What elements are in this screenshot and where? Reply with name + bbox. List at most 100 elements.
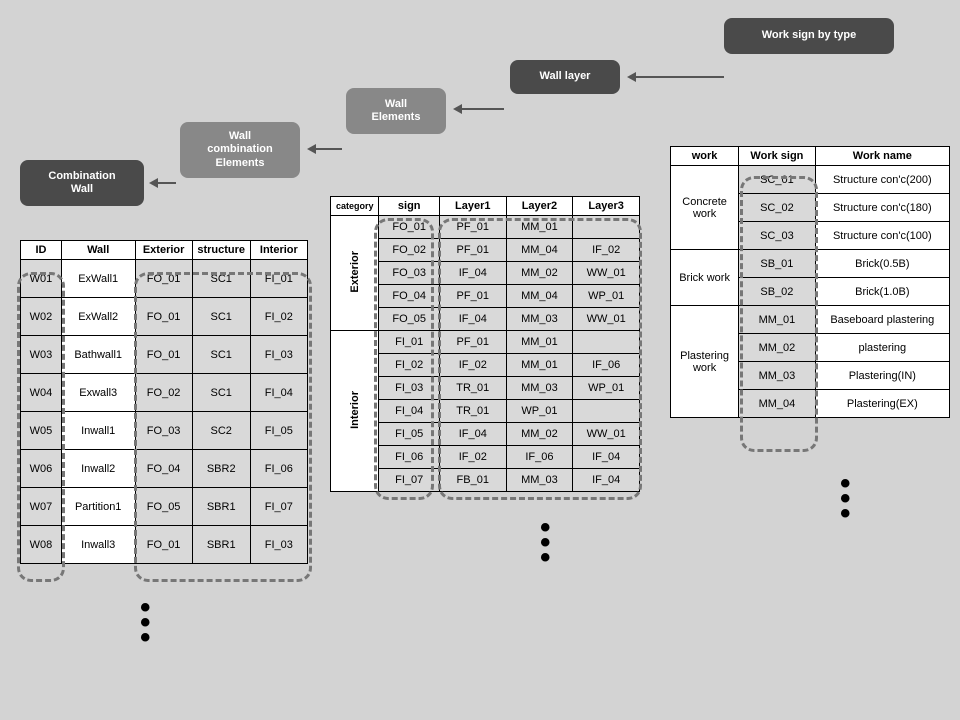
table-cell: FI_03 [250, 336, 307, 374]
table-cell: IF_02 [439, 354, 506, 377]
table-cell: SC_03 [739, 222, 815, 250]
table-cell: FO_01 [135, 526, 192, 564]
table-cell: FI_06 [250, 450, 307, 488]
table-cell: SC1 [192, 260, 250, 298]
table-cell: FO_01 [135, 260, 192, 298]
t2-h2: Layer1 [439, 197, 506, 216]
arrow-3 [310, 148, 342, 150]
arrow-2 [456, 108, 504, 110]
lbl-combowall: Combination Wall [20, 160, 144, 206]
table-cell: FO_01 [135, 298, 192, 336]
table-cell: FI_06 [379, 446, 439, 469]
table-cell: MM_02 [739, 334, 815, 362]
table-cell: SC_02 [739, 194, 815, 222]
table-cell: IF_02 [573, 239, 640, 262]
table-cell: FI_01 [379, 331, 439, 354]
work-group-cell: Brick work [671, 250, 739, 306]
table-cell: FO_02 [379, 239, 439, 262]
t1-h4: Interior [250, 241, 307, 260]
table-cell: FI_02 [250, 298, 307, 336]
table-cell: WP_01 [573, 377, 640, 400]
table-cell: WW_01 [573, 308, 640, 331]
table-cell: FO_05 [379, 308, 439, 331]
table-cell: IF_06 [573, 354, 640, 377]
table-cell: IF_02 [439, 446, 506, 469]
work-group-cell: Plastering work [671, 306, 739, 418]
table-cell: PF_01 [439, 239, 506, 262]
table-cell: Inwall1 [61, 412, 135, 450]
table-cell: W06 [21, 450, 62, 488]
table-wall-elements: category sign Layer1 Layer2 Layer3 Exter… [330, 196, 640, 492]
t2-h0: category [331, 197, 379, 216]
table-cell: MM_01 [739, 306, 815, 334]
table-cell [573, 400, 640, 423]
table-cell: W07 [21, 488, 62, 526]
table-cell: MM_03 [506, 308, 573, 331]
table-cell: Baseboard plastering [815, 306, 949, 334]
dots-t1: ••• [140, 600, 151, 645]
table-cell: SB_02 [739, 278, 815, 306]
table-cell: SC1 [192, 336, 250, 374]
table-cell: IF_06 [506, 446, 573, 469]
table-cell: FI_05 [250, 412, 307, 450]
table-cell: Exwall3 [61, 374, 135, 412]
table-cell: MM_04 [739, 390, 815, 418]
table-cell: Inwall3 [61, 526, 135, 564]
table-combination-wall: ID Wall Exterior structure Interior W01E… [20, 240, 308, 564]
table-cell: FI_02 [379, 354, 439, 377]
table-cell: SC_01 [739, 166, 815, 194]
t3-h2: Work name [815, 147, 949, 166]
t1-h3: structure [192, 241, 250, 260]
category-cell: Exterior [331, 216, 379, 331]
table-cell: W01 [21, 260, 62, 298]
arrow-1 [630, 76, 724, 78]
table-cell: W05 [21, 412, 62, 450]
t1-h0: ID [21, 241, 62, 260]
table-cell: MM_03 [506, 469, 573, 492]
table-cell: WP_01 [506, 400, 573, 423]
t3-h1: Work sign [739, 147, 815, 166]
table-cell: Brick(1.0B) [815, 278, 949, 306]
table-cell: SC1 [192, 298, 250, 336]
lbl-wallcombo: Wall combination Elements [180, 122, 300, 178]
table-cell: MM_04 [506, 239, 573, 262]
arrow-4 [152, 182, 176, 184]
table-cell: Plastering(EX) [815, 390, 949, 418]
table-cell: MM_02 [506, 423, 573, 446]
table-cell: MM_02 [506, 262, 573, 285]
table-cell: W02 [21, 298, 62, 336]
table-cell: FI_04 [250, 374, 307, 412]
table-cell: Structure con'c(100) [815, 222, 949, 250]
table-cell: FO_01 [379, 216, 439, 239]
table-cell: FO_03 [379, 262, 439, 285]
table-cell: Bathwall1 [61, 336, 135, 374]
table-cell: SC2 [192, 412, 250, 450]
lbl-worksign: Work sign by type [724, 18, 894, 54]
table-cell: FO_05 [135, 488, 192, 526]
table-cell: ExWall1 [61, 260, 135, 298]
work-group-cell: Concrete work [671, 166, 739, 250]
table-cell: TR_01 [439, 377, 506, 400]
dots-t3: ••• [840, 476, 851, 521]
table-cell: MM_03 [506, 377, 573, 400]
table-cell: MM_03 [739, 362, 815, 390]
category-cell: Interior [331, 331, 379, 492]
table-cell: FI_07 [379, 469, 439, 492]
table-cell: FI_05 [379, 423, 439, 446]
table-cell: FI_01 [250, 260, 307, 298]
table-cell: MM_04 [506, 285, 573, 308]
table-cell: WP_01 [573, 285, 640, 308]
table-cell: MM_01 [506, 216, 573, 239]
table-cell: SBR1 [192, 488, 250, 526]
lbl-walllayer: Wall layer [510, 60, 620, 94]
table-cell: W04 [21, 374, 62, 412]
table-cell: IF_04 [573, 446, 640, 469]
table-cell: W08 [21, 526, 62, 564]
table-cell [573, 216, 640, 239]
t2-h3: Layer2 [506, 197, 573, 216]
table-cell: WW_01 [573, 423, 640, 446]
table-cell: PF_01 [439, 216, 506, 239]
table-cell: W03 [21, 336, 62, 374]
table-cell: FB_01 [439, 469, 506, 492]
table-cell: FI_04 [379, 400, 439, 423]
